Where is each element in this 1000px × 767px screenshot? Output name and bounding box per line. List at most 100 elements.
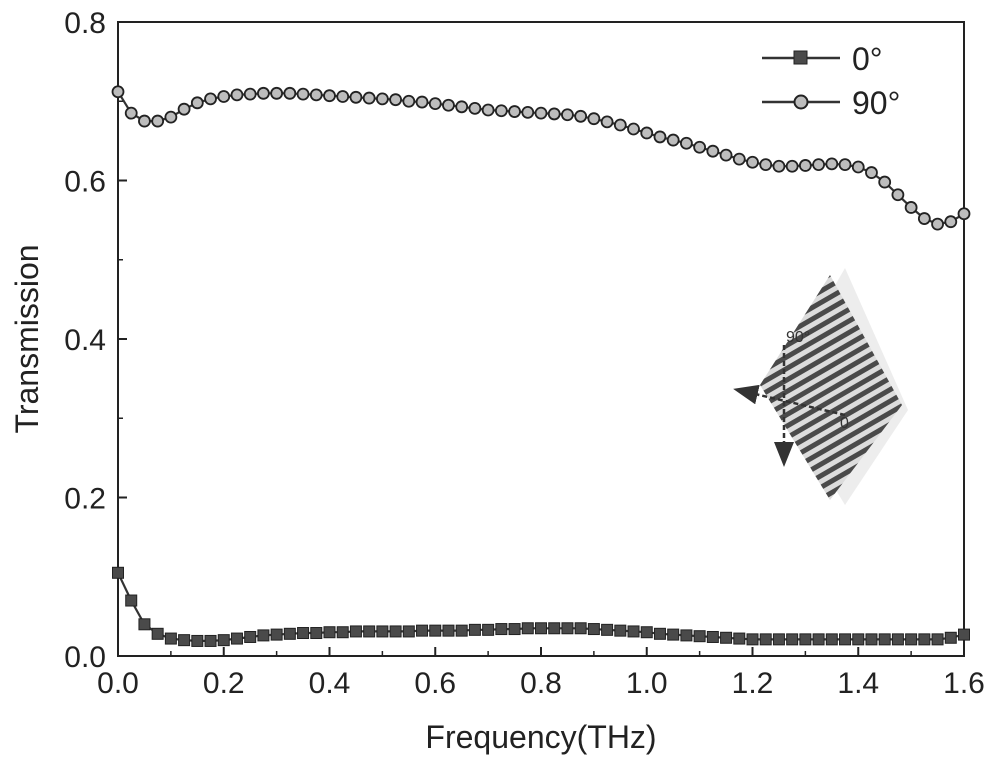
data-point	[536, 623, 547, 634]
data-point	[615, 120, 626, 131]
data-point	[628, 626, 639, 637]
data-point	[403, 96, 414, 107]
data-point	[760, 159, 771, 170]
data-point	[417, 97, 428, 108]
data-point	[324, 627, 335, 638]
y-tick-label: 0.8	[64, 7, 106, 40]
data-point	[350, 92, 361, 103]
data-point	[337, 627, 348, 638]
data-point	[602, 624, 613, 635]
legend-entry-0deg: 0°	[762, 41, 883, 77]
inset-rhombus	[760, 275, 902, 500]
y-axis-title: Transmission	[9, 244, 45, 433]
data-point	[298, 89, 309, 100]
data-point	[324, 90, 335, 101]
series-0deg	[113, 567, 970, 646]
data-point	[113, 86, 124, 97]
inset-label-0: 0	[840, 415, 849, 432]
data-point	[694, 142, 705, 153]
x-tick-label: 1.2	[732, 667, 774, 700]
x-tick-label: 0.4	[309, 667, 351, 700]
data-point	[430, 625, 441, 636]
data-point	[800, 634, 811, 645]
data-point	[813, 634, 824, 645]
data-point	[245, 631, 256, 642]
data-point	[218, 635, 229, 646]
data-point	[139, 116, 150, 127]
legend-label-90deg: 90°	[852, 85, 900, 121]
data-point	[681, 138, 692, 149]
data-point	[615, 625, 626, 636]
legend-marker-square	[794, 51, 807, 64]
data-point	[575, 111, 586, 122]
data-point	[139, 619, 150, 630]
data-point	[390, 94, 401, 105]
data-point	[364, 93, 375, 104]
data-point	[377, 626, 388, 637]
data-point	[165, 112, 176, 123]
legend-entry-90deg: 90°	[762, 85, 900, 121]
data-point	[522, 623, 533, 634]
data-point	[522, 107, 533, 118]
data-point	[311, 89, 322, 100]
data-point	[773, 161, 784, 172]
data-point	[231, 89, 242, 100]
data-point	[694, 631, 705, 642]
data-point	[192, 97, 203, 108]
data-point	[734, 154, 745, 165]
data-point	[469, 103, 480, 114]
data-point	[350, 626, 361, 637]
data-point	[483, 624, 494, 635]
data-point	[218, 91, 229, 102]
data-point	[879, 177, 890, 188]
data-point	[549, 623, 560, 634]
data-point	[417, 625, 428, 636]
data-point	[707, 631, 718, 642]
data-point	[152, 116, 163, 127]
data-point	[760, 634, 771, 645]
data-point	[390, 626, 401, 637]
legend-label-0deg: 0°	[852, 41, 883, 77]
data-point	[932, 219, 943, 230]
data-point	[496, 624, 507, 635]
data-point	[126, 595, 137, 606]
x-tick-label: 0.8	[520, 667, 562, 700]
data-point	[602, 116, 613, 127]
data-point	[906, 634, 917, 645]
data-point	[668, 629, 679, 640]
data-point	[853, 162, 864, 173]
legend-marker-circle	[795, 96, 808, 109]
data-point	[271, 88, 282, 99]
data-point	[721, 632, 732, 643]
data-point	[403, 626, 414, 637]
data-point	[113, 567, 124, 578]
legend: 0° 90°	[762, 41, 900, 121]
data-point	[932, 634, 943, 645]
data-point	[165, 633, 176, 644]
data-point	[298, 628, 309, 639]
data-point	[258, 630, 269, 641]
data-point	[575, 623, 586, 634]
data-point	[840, 159, 851, 170]
data-point	[800, 160, 811, 171]
data-point	[721, 150, 732, 161]
data-point	[588, 113, 599, 124]
inset-label-90: 90°	[786, 329, 810, 346]
data-point	[271, 629, 282, 640]
x-tick-label: 1.6	[943, 667, 985, 700]
data-point	[959, 208, 970, 219]
data-point	[588, 624, 599, 635]
data-point	[641, 627, 652, 638]
data-point	[628, 123, 639, 134]
data-point	[456, 625, 467, 636]
data-point	[509, 624, 520, 635]
data-point	[152, 628, 163, 639]
data-point	[906, 202, 917, 213]
data-point	[787, 634, 798, 645]
data-point	[866, 167, 877, 178]
data-point	[469, 624, 480, 635]
data-point	[284, 88, 295, 99]
data-point	[826, 158, 837, 169]
data-point	[654, 131, 665, 142]
